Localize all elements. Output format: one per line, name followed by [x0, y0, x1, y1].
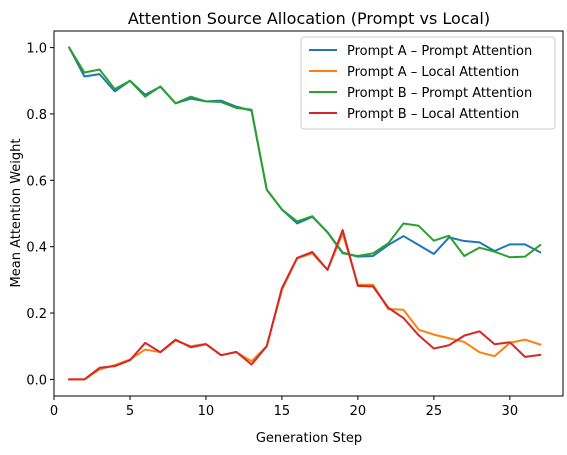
- legend-label-1: Prompt A – Prompt Attention: [347, 44, 532, 59]
- x-tick-label: 15: [274, 404, 291, 419]
- series-line-4: [68, 229, 542, 381]
- legend-label-3: Prompt B – Prompt Attention: [347, 86, 532, 101]
- plot-frame: [53, 30, 564, 397]
- legend-label-4: Prompt B – Local Attention: [347, 107, 519, 122]
- y-tick-label: 1.0: [26, 42, 47, 57]
- y-tick-label: 0.4: [26, 241, 47, 256]
- y-axis-ticks: 0.0 0.2 0.4 0.6 0.8 1.0: [26, 42, 54, 388]
- x-axis-label: Generation Step: [256, 431, 362, 446]
- y-tick-label: 0.8: [26, 108, 47, 123]
- legend-label-2: Prompt A – Local Attention: [347, 65, 519, 80]
- chart-title: Attention Source Allocation (Prompt vs L…: [128, 9, 490, 28]
- plot-lines: [67, 46, 542, 381]
- y-axis-label: Mean Attention Weight: [9, 139, 24, 288]
- series-line-1: [67, 46, 542, 258]
- legend-box: [300, 36, 556, 130]
- x-tick-label: 0: [50, 404, 58, 419]
- x-tick-label: 10: [198, 404, 215, 419]
- y-tick-label: 0.0: [26, 373, 47, 388]
- series-line-3: [67, 46, 542, 259]
- y-tick-label: 0.2: [26, 307, 47, 322]
- x-tick-label: 30: [502, 404, 519, 419]
- x-tick-label: 25: [426, 404, 443, 419]
- y-tick-label: 0.6: [26, 174, 47, 189]
- x-tick-label: 20: [350, 404, 367, 419]
- x-axis-ticks: 0 5 10 15 20 25 30: [50, 396, 518, 419]
- x-tick-label: 5: [126, 404, 134, 419]
- legend: Prompt A – Prompt Attention Prompt A – Lo…: [300, 36, 556, 130]
